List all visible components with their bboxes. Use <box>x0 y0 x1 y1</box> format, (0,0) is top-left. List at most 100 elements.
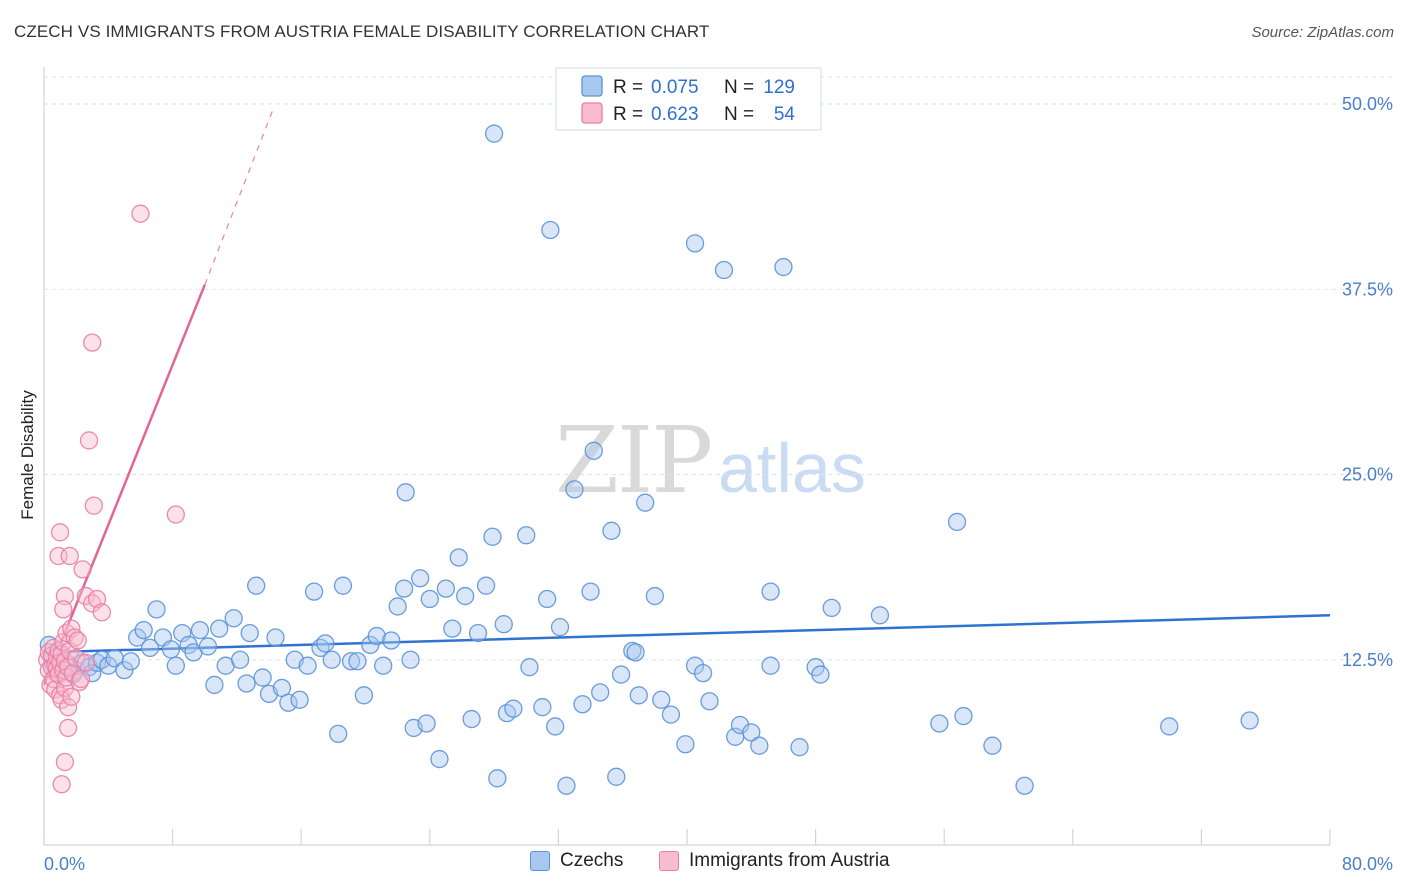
legend-n-label-1: N = <box>724 104 754 125</box>
czechs-point-93 <box>611 665 631 684</box>
czechs-point-87 <box>573 695 592 714</box>
czechs-point-57 <box>374 656 393 675</box>
y-tick-label-2: 37.5% <box>1342 279 1393 299</box>
czechs-point-23 <box>161 640 181 659</box>
legend-n-value-0: 129 <box>763 77 795 98</box>
tick-labels: 12.5% 25.0% 37.5% 50.0% 0.0% 80.0% <box>44 94 1393 874</box>
immigrants-austria-point-25 <box>58 698 78 717</box>
czechs-point-60 <box>394 579 414 598</box>
immigrants-austria-point-51 <box>79 431 99 450</box>
czechs-point-61 <box>401 650 420 669</box>
immigrants-austria-point-47 <box>55 752 75 772</box>
czechs-point-63 <box>411 569 430 588</box>
czechs-point-19 <box>134 620 153 640</box>
czechs-point-17 <box>121 652 140 671</box>
czechs-point-100 <box>661 705 681 724</box>
immigrants-austria-trend-extension <box>204 111 273 286</box>
czechs-point-88 <box>581 582 600 601</box>
czechs-point-65 <box>420 589 439 609</box>
czechs-point-46 <box>304 582 324 601</box>
immigrants-austria-point-36 <box>76 653 95 672</box>
czechs-point-75 <box>488 769 507 788</box>
czechs-point-83 <box>546 717 565 736</box>
legend-r-label-1: R = <box>613 104 643 125</box>
immigrants-austria-point-32 <box>68 631 87 650</box>
immigrants-austria-point-28 <box>62 687 81 706</box>
czechs-point-98 <box>645 586 664 606</box>
czechs-point-50 <box>329 724 348 744</box>
czechs-point-116 <box>811 665 830 684</box>
legend-swatch-immigrants-austria <box>659 851 679 871</box>
immigrants-austria-point-53 <box>166 505 185 524</box>
immigrants-austria-point-30 <box>65 628 84 647</box>
czechs-point-53 <box>348 652 367 671</box>
czechs-point-101 <box>676 735 695 754</box>
czechs-point-92 <box>607 767 626 786</box>
czechs-point-79 <box>520 658 539 677</box>
data-points <box>38 124 1259 795</box>
gridlines <box>44 76 1392 661</box>
czechs-point-40 <box>266 628 285 647</box>
legend-n-label-0: N = <box>724 77 754 98</box>
legend-n-value-1: 54 <box>774 104 796 125</box>
immigrants-austria-point-42 <box>60 546 79 566</box>
czechs-point-37 <box>247 576 266 595</box>
immigrants-austria-point-50 <box>83 333 102 352</box>
czechs-point-84 <box>550 618 570 637</box>
immigrants-austria-point-33 <box>70 672 89 692</box>
czechs-point-127 <box>541 220 560 240</box>
czechs-point-78 <box>504 699 523 718</box>
czechs-point-122 <box>983 736 1002 755</box>
immigrants-austria-point-43 <box>55 586 75 606</box>
immigrants-austria-point-31 <box>67 649 86 668</box>
czechs-point-109 <box>742 723 761 742</box>
czechs-point-113 <box>774 257 793 277</box>
czechs-point-34 <box>230 650 250 669</box>
immigrants-austria-point-52 <box>84 496 103 515</box>
czechs-point-49 <box>322 650 341 669</box>
czechs-point-86 <box>565 480 584 499</box>
correlation-legend: R = 0.075 N = 129 R = 0.623 N = 54 <box>555 67 822 131</box>
czechs-point-38 <box>253 668 272 687</box>
y-tick-label-3: 50.0% <box>1342 94 1393 114</box>
czechs-point-45 <box>298 656 317 675</box>
czechs-point-91 <box>602 521 621 540</box>
czechs-point-105 <box>700 692 719 711</box>
czechs-point-80 <box>517 526 536 545</box>
trend-lines <box>42 111 1331 686</box>
czechs-point-112 <box>761 582 780 601</box>
czechs-point-85 <box>557 776 576 795</box>
czechs-trend-line <box>43 614 1331 654</box>
immigrants-austria-point-49 <box>131 204 150 223</box>
y-tick-label-0: 12.5% <box>1342 650 1393 670</box>
axes <box>43 67 1331 846</box>
immigrants-austria-point-40 <box>50 523 70 542</box>
legend-r-value-0: 0.075 <box>651 77 699 98</box>
czechs-point-104 <box>693 663 713 683</box>
legend-item-immigrants-austria: Immigrants from Austria <box>659 850 890 872</box>
watermark-zip: ZIP <box>555 407 711 514</box>
czechs-point-54 <box>354 686 374 705</box>
czechs-point-90 <box>591 683 610 702</box>
immigrants-austria-point-48 <box>52 775 71 794</box>
czechs-point-70 <box>456 586 475 606</box>
legend-r-label-0: R = <box>613 77 643 98</box>
czechs-point-59 <box>388 597 407 616</box>
czechs-point-120 <box>947 512 967 532</box>
czechs-point-123 <box>1015 776 1034 795</box>
czechs-point-126 <box>484 124 504 143</box>
czechs-point-58 <box>382 631 401 650</box>
czechs-point-48 <box>316 634 335 653</box>
legend-label-immigrants-austria: Immigrants from Austria <box>689 850 890 871</box>
czechs-point-121 <box>954 706 973 726</box>
czechs-point-82 <box>537 589 557 609</box>
czechs-point-72 <box>468 623 488 643</box>
czechs-point-52 <box>341 652 361 671</box>
czechs-point-119 <box>930 714 949 733</box>
czechs-point-67 <box>436 579 456 598</box>
czechs-point-71 <box>462 709 481 729</box>
immigrants-austria-point-34 <box>73 560 92 579</box>
watermark-atlas: atlas <box>718 429 866 507</box>
czechs-point-124 <box>1160 717 1179 736</box>
